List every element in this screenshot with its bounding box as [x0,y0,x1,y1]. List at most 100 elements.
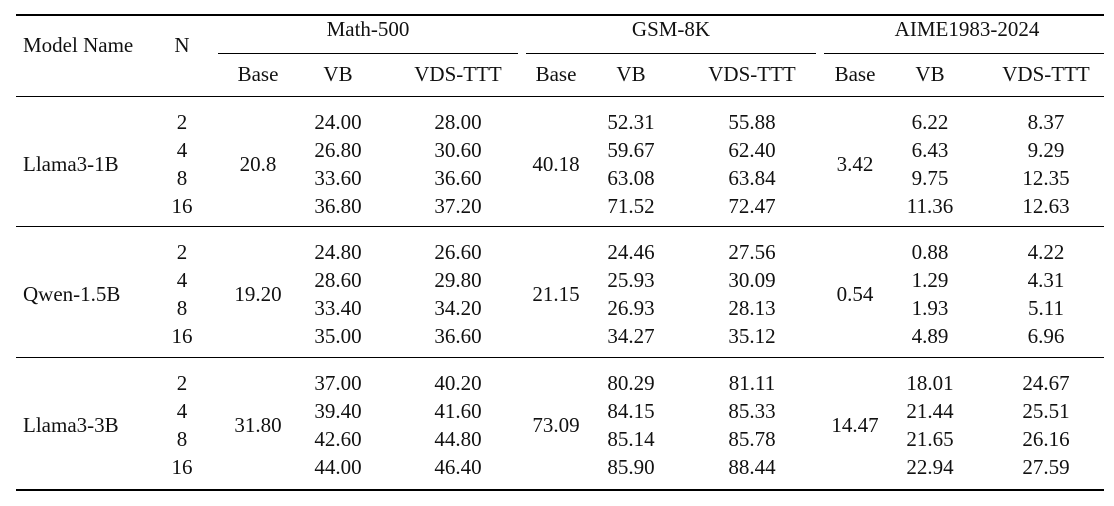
gsm-vds-value: 35.12 [728,324,776,348]
subheader-gsm-vds: VDS-TTT [708,62,796,86]
math-vb-value: 26.80 [314,138,362,162]
gsm-vb-value: 84.15 [607,399,655,423]
subheader-aime-base: Base [834,62,876,86]
math-vb-value: 37.00 [314,371,362,395]
gsm-vds-value: 28.13 [728,296,776,320]
n-value: 4 [176,399,188,423]
subheader-aime-vb: VB [915,62,945,86]
math-vds-value: 37.20 [434,194,482,218]
aime-vds-value: 25.51 [1022,399,1070,423]
math-vds-value: 36.60 [434,166,482,190]
math-vds-value: 40.20 [434,371,482,395]
gsm-vb-value: 63.08 [607,166,655,190]
n-value: 2 [176,240,188,264]
math-vb-value: 36.80 [314,194,362,218]
aime-vb-value: 21.65 [906,427,954,451]
aime-vds-value: 9.29 [1027,138,1065,162]
bottom-rule [16,489,1104,491]
gsm-vds-value: 72.47 [728,194,776,218]
gsm-vds-value: 88.44 [728,455,776,479]
block-rule-1 [16,226,1104,227]
gsm-vds-value: 62.40 [728,138,776,162]
math-vds-value: 44.80 [434,427,482,451]
gsm-vb-value: 71.52 [607,194,655,218]
math-vb-value: 44.00 [314,455,362,479]
n-value: 2 [176,371,188,395]
subheader-gsm-base: Base [535,62,577,86]
aime-vb-value: 1.29 [911,268,949,292]
math-base-value: 19.20 [234,282,282,306]
aime-base-value: 3.42 [836,152,874,176]
gsm-vds-value: 63.84 [728,166,776,190]
aime-vds-value: 6.96 [1027,324,1065,348]
math-vb-value: 35.00 [314,324,362,348]
aime-vds-value: 12.35 [1022,166,1070,190]
math-vb-value: 33.60 [314,166,362,190]
math-vds-value: 30.60 [434,138,482,162]
aime-vb-value: 6.43 [911,138,949,162]
math-vb-value: 24.00 [314,110,362,134]
n-value: 16 [171,455,193,479]
math-base-value: 31.80 [234,413,282,437]
aime-vds-value: 5.11 [1028,296,1064,320]
header-n: N [174,33,190,57]
n-value: 4 [176,138,188,162]
math-vb-value: 42.60 [314,427,362,451]
gsm-vb-value: 85.14 [607,427,655,451]
math-vds-value: 41.60 [434,399,482,423]
aime-base-value: 14.47 [831,413,879,437]
header-group-gsm: GSM-8K [631,17,711,41]
gsm-vb-value: 26.93 [607,296,655,320]
gsm-vds-value: 30.09 [728,268,776,292]
gsm-vb-value: 59.67 [607,138,655,162]
subheader-math-vds: VDS-TTT [414,62,502,86]
math-vb-value: 33.40 [314,296,362,320]
aime-vds-value: 24.67 [1022,371,1070,395]
math-vb-value: 28.60 [314,268,362,292]
n-value: 8 [176,166,188,190]
header-rule [16,96,1104,97]
model-name: Llama3-3B [23,413,119,437]
gsm-vb-value: 25.93 [607,268,655,292]
aime-vds-value: 26.16 [1022,427,1070,451]
math-base-value: 20.8 [239,152,277,176]
gsm-vb-value: 80.29 [607,371,655,395]
model-name: Llama3-1B [23,152,119,176]
n-value: 2 [176,110,188,134]
aime-vb-value: 22.94 [906,455,954,479]
math-vds-value: 28.00 [434,110,482,134]
math-vds-value: 29.80 [434,268,482,292]
aime-vb-value: 0.88 [911,240,949,264]
aime-vb-value: 9.75 [911,166,949,190]
header-group-math: Math-500 [326,17,410,41]
aime-vb-value: 21.44 [906,399,954,423]
gsm-vb-value: 85.90 [607,455,655,479]
aime-vds-value: 12.63 [1022,194,1070,218]
n-value: 8 [176,427,188,451]
subheader-math-vb: VB [323,62,353,86]
aime-vds-value: 4.31 [1027,268,1065,292]
math-vb-value: 24.80 [314,240,362,264]
math-vds-value: 26.60 [434,240,482,264]
group-rule-math [218,53,518,54]
gsm-base-value: 21.15 [532,282,580,306]
gsm-vds-value: 85.78 [728,427,776,451]
aime-vds-value: 27.59 [1022,455,1070,479]
math-vds-value: 36.60 [434,324,482,348]
gsm-base-value: 73.09 [532,413,580,437]
n-value: 16 [171,324,193,348]
subheader-aime-vds: VDS-TTT [1002,62,1090,86]
top-rule [16,14,1104,16]
header-group-aime: AIME1983-2024 [894,17,1040,41]
gsm-vb-value: 52.31 [607,110,655,134]
aime-vds-value: 8.37 [1027,110,1065,134]
n-value: 4 [176,268,188,292]
group-rule-aime [824,53,1104,54]
aime-vds-value: 4.22 [1027,240,1065,264]
aime-vb-value: 6.22 [911,110,949,134]
gsm-base-value: 40.18 [532,152,580,176]
aime-vb-value: 11.36 [906,194,954,218]
math-vds-value: 34.20 [434,296,482,320]
n-value: 16 [171,194,193,218]
